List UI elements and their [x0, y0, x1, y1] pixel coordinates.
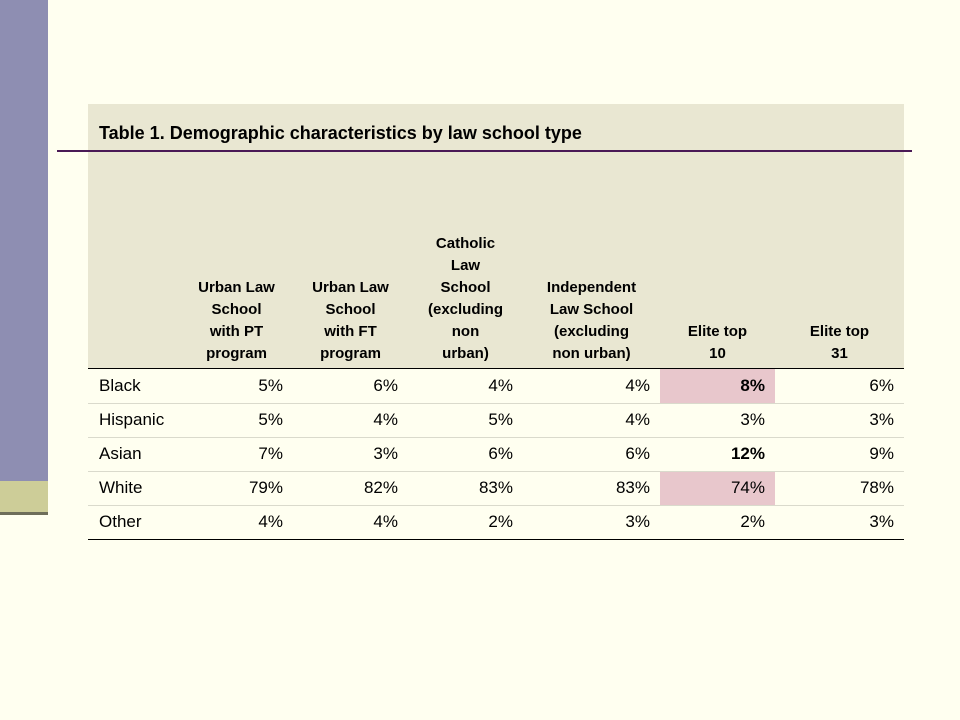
column-header-urban-pt: Urban Law School with PT program	[180, 277, 293, 368]
header-line: Elite top	[687, 323, 748, 340]
title-divider	[57, 150, 912, 152]
sidebar-accent-block	[0, 481, 48, 512]
header-line: (excluding	[553, 323, 629, 340]
demographics-table: Table 1. Demographic characteristics by …	[88, 104, 904, 540]
table-cell: 9%	[775, 437, 904, 472]
table-cell: 4%	[180, 505, 293, 540]
header-line: with PT	[209, 323, 264, 340]
table-cell: 2%	[660, 505, 775, 540]
table-cell: 6%	[775, 369, 904, 404]
row-label: Black	[88, 369, 180, 404]
header-line: Catholic	[435, 235, 496, 252]
row-label-header	[88, 365, 180, 368]
table-row: White 79% 82% 83% 83% 74% 78%	[88, 471, 904, 506]
row-label: White	[88, 471, 180, 506]
header-line: non	[451, 323, 480, 340]
table-row: Black 5% 6% 4% 4% 8% 6%	[88, 369, 904, 404]
column-header-catholic: Catholic Law School (excluding non urban…	[408, 233, 523, 368]
table-row: Other 4% 4% 2% 3% 2% 3%	[88, 505, 904, 540]
header-line: School	[325, 301, 376, 318]
table-cell: 7%	[180, 437, 293, 472]
table-title: Table 1. Demographic characteristics by …	[99, 122, 582, 143]
column-header-urban-ft: Urban Law School with FT program	[293, 277, 408, 368]
table-cell: 6%	[523, 437, 660, 472]
table-cell: 6%	[408, 437, 523, 472]
table-cell: 83%	[523, 471, 660, 506]
table-cell: 3%	[523, 505, 660, 540]
table-header: Urban Law School with PT program Urban L…	[88, 152, 904, 369]
row-label: Hispanic	[88, 403, 180, 438]
row-label: Asian	[88, 437, 180, 472]
header-line: urban)	[442, 345, 489, 362]
highlighted-cell: 8%	[660, 369, 775, 404]
table-cell: 2%	[408, 505, 523, 540]
row-label: Other	[88, 505, 180, 540]
table-cell: 4%	[293, 403, 408, 438]
header-line: Urban Law	[198, 279, 275, 296]
table-cell: 78%	[775, 471, 904, 506]
header-line: non urban)	[552, 345, 631, 362]
header-line: 10	[709, 345, 726, 362]
table-cell: 83%	[408, 471, 523, 506]
header-line: Elite top	[809, 323, 870, 340]
header-line: 31	[831, 345, 848, 362]
header-line: program	[320, 345, 381, 362]
header-line: Urban Law	[312, 279, 389, 296]
header-line: School	[440, 279, 491, 296]
table-cell: 5%	[180, 369, 293, 404]
table-cell: 3%	[775, 403, 904, 438]
sidebar-accent-shadow	[0, 512, 48, 515]
table-cell: 4%	[293, 505, 408, 540]
header-line: with FT	[324, 323, 377, 340]
header-line: program	[206, 345, 267, 362]
bold-cell: 12%	[660, 437, 775, 472]
table-body: Black 5% 6% 4% 4% 8% 6% Hispanic 5% 4% 5…	[88, 369, 904, 540]
table-cell: 4%	[523, 403, 660, 438]
header-line: Independent	[546, 279, 637, 296]
table-cell: 3%	[660, 403, 775, 438]
table-cell: 4%	[408, 369, 523, 404]
highlighted-cell: 74%	[660, 471, 775, 506]
column-header-elite-31: Elite top 31	[775, 321, 904, 368]
table-title-band: Table 1. Demographic characteristics by …	[88, 104, 904, 152]
header-line: Law School	[549, 301, 634, 318]
header-line: (excluding	[427, 301, 503, 318]
table-cell: 79%	[180, 471, 293, 506]
table-cell: 82%	[293, 471, 408, 506]
table-row: Hispanic 5% 4% 5% 4% 3% 3%	[88, 403, 904, 438]
table-cell: 5%	[408, 403, 523, 438]
column-header-elite-10: Elite top 10	[660, 321, 775, 368]
table-cell: 3%	[293, 437, 408, 472]
header-line: Law	[450, 257, 481, 274]
table-row: Asian 7% 3% 6% 6% 12% 9%	[88, 437, 904, 472]
table-cell: 6%	[293, 369, 408, 404]
table-cell: 3%	[775, 505, 904, 540]
table-cell: 4%	[523, 369, 660, 404]
header-line: School	[211, 301, 262, 318]
sidebar-decoration	[0, 0, 48, 481]
table-cell: 5%	[180, 403, 293, 438]
column-header-independent: Independent Law School (excluding non ur…	[523, 277, 660, 368]
